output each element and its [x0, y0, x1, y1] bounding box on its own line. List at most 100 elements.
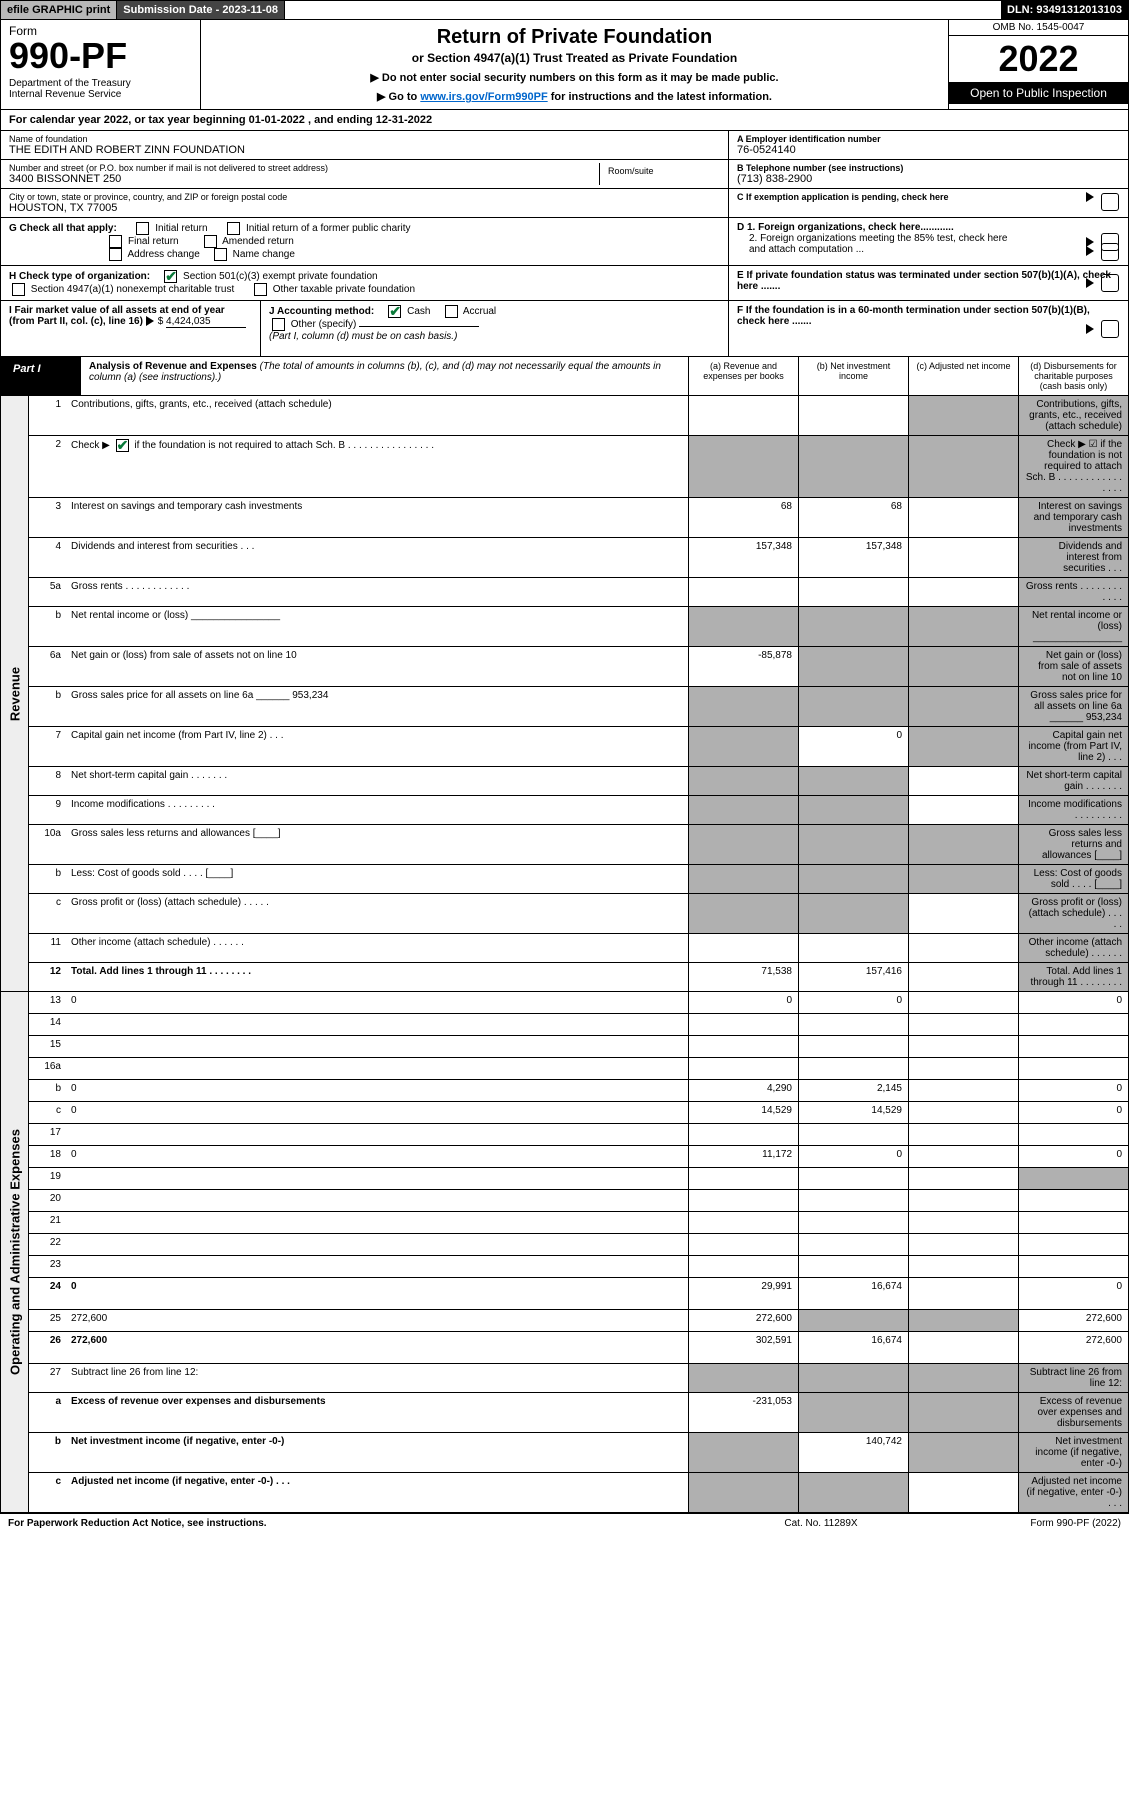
- col-d: [1018, 1124, 1128, 1145]
- table-row: b04,2902,1450: [29, 1080, 1128, 1102]
- table-row: 3Interest on savings and temporary cash …: [29, 498, 1128, 538]
- col-a: [688, 1212, 798, 1233]
- col-a: 0: [688, 992, 798, 1013]
- instructions-link[interactable]: www.irs.gov/Form990PF: [420, 91, 547, 103]
- footer-cat: Cat. No. 11289X: [721, 1518, 921, 1529]
- col-a: [688, 1473, 798, 1512]
- table-row: bNet rental income or (loss) ___________…: [29, 607, 1128, 647]
- g-former-checkbox[interactable]: [227, 222, 240, 235]
- g-opt-3: Amended return: [222, 236, 294, 247]
- col-d: Excess of revenue over expenses and disb…: [1018, 1393, 1128, 1432]
- col-b: 16,674: [798, 1332, 908, 1363]
- h-left: H Check type of organization: Section 50…: [1, 266, 728, 300]
- col-b-head: (b) Net investment income: [798, 357, 908, 395]
- col-b: [798, 578, 908, 606]
- col-c: [908, 1014, 1018, 1035]
- g-amended-checkbox[interactable]: [204, 235, 217, 248]
- col-c: [908, 934, 1018, 962]
- col-c: [908, 865, 1018, 893]
- col-c: [908, 1058, 1018, 1079]
- part1-label: Part I: [1, 357, 81, 395]
- j-cash: Cash: [407, 306, 430, 317]
- table-row: 21: [29, 1212, 1128, 1234]
- col-a-head: (a) Revenue and expenses per books: [688, 357, 798, 395]
- row-desc: Income modifications . . . . . . . . .: [67, 796, 688, 824]
- col-c: [908, 1102, 1018, 1123]
- col-d: 272,600: [1018, 1310, 1128, 1331]
- row-num: 20: [29, 1190, 67, 1211]
- triangle-icon: [1086, 192, 1094, 202]
- col-c: [908, 767, 1018, 795]
- efile-button[interactable]: efile GRAPHIC print: [1, 1, 117, 19]
- e-checkbox[interactable]: [1101, 274, 1119, 292]
- expenses-side-label: Operating and Administrative Expenses: [1, 992, 29, 1512]
- h-501c3-checkbox[interactable]: [164, 270, 177, 283]
- schb-checkbox[interactable]: [116, 439, 129, 452]
- col-b: [798, 825, 908, 864]
- row-desc: Net rental income or (loss) ____________…: [67, 607, 688, 646]
- col-b: [798, 1168, 908, 1189]
- row-num: 22: [29, 1234, 67, 1255]
- j-other-checkbox[interactable]: [272, 318, 285, 331]
- h-4947-checkbox[interactable]: [12, 283, 25, 296]
- row-num: 9: [29, 796, 67, 824]
- col-a: [688, 1124, 798, 1145]
- j-accrual-checkbox[interactable]: [445, 305, 458, 318]
- row-desc: Gross sales price for all assets on line…: [67, 687, 688, 726]
- col-b: [798, 1014, 908, 1035]
- row-num: b: [29, 1080, 67, 1101]
- col-a: [688, 796, 798, 824]
- col-d: Total. Add lines 1 through 11 . . . . . …: [1018, 963, 1128, 991]
- foundation-name: THE EDITH AND ROBERT ZINN FOUNDATION: [9, 144, 720, 156]
- col-b: [798, 767, 908, 795]
- f-checkbox[interactable]: [1101, 320, 1119, 338]
- col-b: 16,674: [798, 1278, 908, 1309]
- col-a: [688, 865, 798, 893]
- dept: Department of the Treasury Internal Reve…: [9, 78, 192, 100]
- g-name-checkbox[interactable]: [214, 248, 227, 261]
- j-cash-checkbox[interactable]: [388, 305, 401, 318]
- col-c: [908, 1332, 1018, 1363]
- g-opt-5: Name change: [233, 249, 295, 260]
- j-accrual: Accrual: [463, 306, 496, 317]
- col-d: Income modifications . . . . . . . . .: [1018, 796, 1128, 824]
- row-num: 4: [29, 538, 67, 577]
- col-d: 272,600: [1018, 1332, 1128, 1363]
- triangle-icon: [1086, 324, 1094, 334]
- row-num: 13: [29, 992, 67, 1013]
- h-other-checkbox[interactable]: [254, 283, 267, 296]
- row-desc: Gross rents . . . . . . . . . . . .: [67, 578, 688, 606]
- table-row: bLess: Cost of goods sold . . . . [____]…: [29, 865, 1128, 894]
- foundation-name-cell: Name of foundation THE EDITH AND ROBERT …: [1, 131, 728, 160]
- city-label: City or town, state or province, country…: [9, 192, 720, 202]
- row-num: 25: [29, 1310, 67, 1331]
- c-checkbox[interactable]: [1101, 193, 1119, 211]
- col-b: [798, 1212, 908, 1233]
- table-row: 8Net short-term capital gain . . . . . .…: [29, 767, 1128, 796]
- address-row: Number and street (or P.O. box number if…: [1, 160, 728, 189]
- g-initial-checkbox[interactable]: [136, 222, 149, 235]
- col-d: Interest on savings and temporary cash i…: [1018, 498, 1128, 537]
- col-b: 0: [798, 992, 908, 1013]
- col-c: [908, 992, 1018, 1013]
- omb: OMB No. 1545-0047: [949, 20, 1128, 36]
- row-desc: Net short-term capital gain . . . . . . …: [67, 767, 688, 795]
- col-a: [688, 1190, 798, 1211]
- table-row: 16a: [29, 1058, 1128, 1080]
- col-a: [688, 767, 798, 795]
- name-label: Name of foundation: [9, 134, 720, 144]
- d2-checkbox[interactable]: [1101, 243, 1119, 261]
- note2-post: for instructions and the latest informat…: [548, 91, 772, 103]
- row-num: 2: [29, 436, 67, 497]
- footer-left: For Paperwork Reduction Act Notice, see …: [8, 1518, 721, 1529]
- g-final-checkbox[interactable]: [109, 235, 122, 248]
- j-other-line: [359, 326, 479, 327]
- table-row: bGross sales price for all assets on lin…: [29, 687, 1128, 727]
- col-b: 157,416: [798, 963, 908, 991]
- row-num: b: [29, 687, 67, 726]
- g-address-checkbox[interactable]: [109, 248, 122, 261]
- col-c: [908, 1190, 1018, 1211]
- col-a: 14,529: [688, 1102, 798, 1123]
- col-a: 11,172: [688, 1146, 798, 1167]
- col-c: [908, 1036, 1018, 1057]
